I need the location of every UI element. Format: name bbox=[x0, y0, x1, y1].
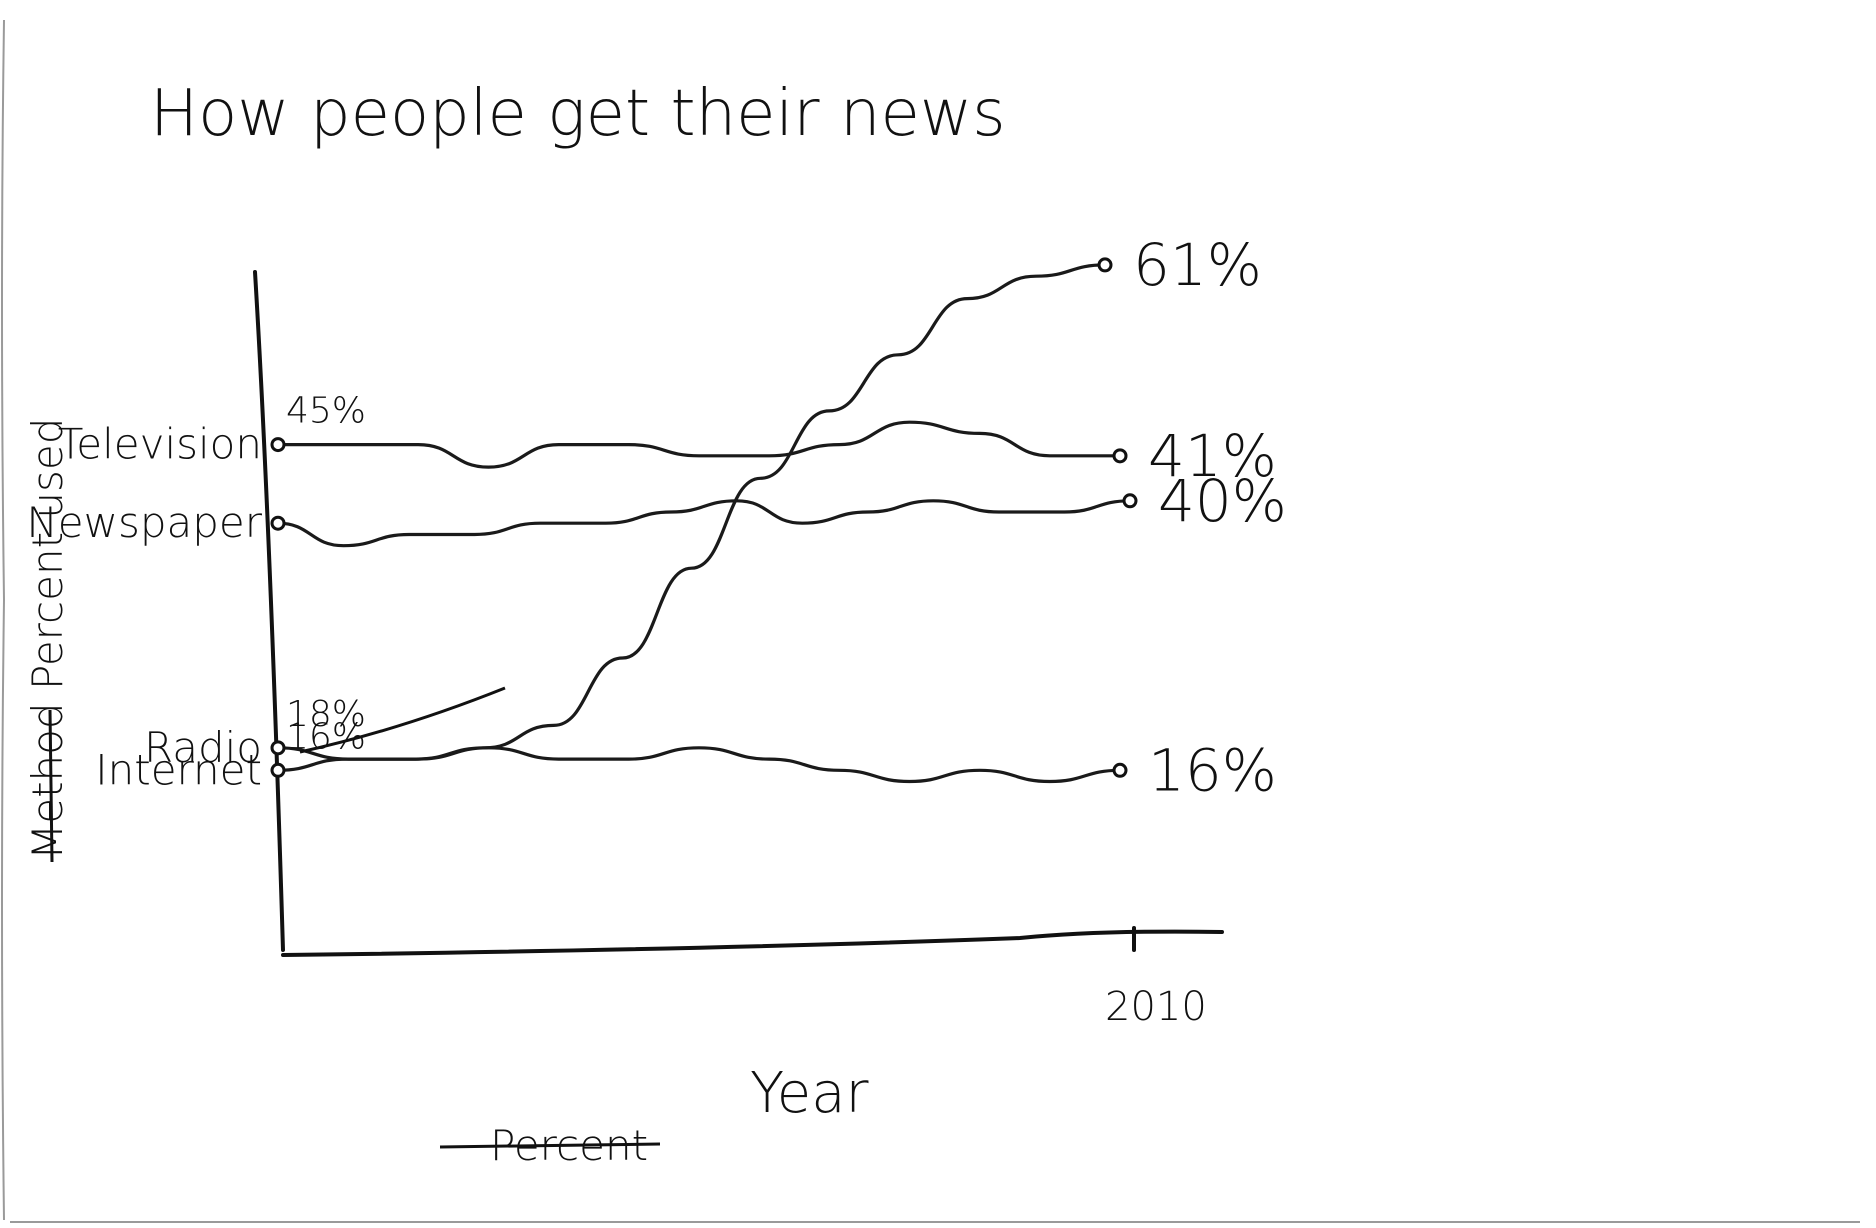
strike-line-x bbox=[439, 1142, 661, 1149]
y-axis-label-group: Method Percent used bbox=[23, 418, 72, 863]
x-axis-line bbox=[281, 929, 1224, 957]
series-line-internet bbox=[276, 263, 1107, 772]
paper-left-edge bbox=[1, 19, 6, 1221]
y-axis-struck-label: Method bbox=[23, 702, 72, 860]
end-value-label-internet: 61% bbox=[1133, 231, 1262, 299]
start-point-television bbox=[270, 437, 286, 453]
start-point-radio bbox=[270, 740, 286, 756]
chart-title: How people get their news bbox=[150, 77, 1006, 151]
start-point-newspaper bbox=[270, 515, 286, 531]
start-point-internet bbox=[270, 762, 286, 778]
end-value-label-television: 41% bbox=[1148, 422, 1277, 490]
series-line-television bbox=[276, 420, 1122, 469]
series-name-television: Television bbox=[58, 420, 262, 469]
end-value-label-newspaper: 40% bbox=[1158, 467, 1287, 535]
x-axis-label: Year bbox=[750, 1061, 869, 1126]
start-value-label-internet: 16% bbox=[286, 716, 366, 757]
plot-area bbox=[270, 257, 1138, 784]
series-line-radio bbox=[276, 746, 1122, 784]
y-axis-label: Percent used bbox=[23, 418, 72, 690]
x-axis-struck-label-group: Percent bbox=[439, 1121, 661, 1170]
strike-line-y bbox=[48, 709, 54, 863]
end-point-radio bbox=[1112, 762, 1128, 778]
start-value-label-television: 45% bbox=[286, 391, 366, 432]
start-value-label-radio: 18% bbox=[286, 694, 366, 735]
y-axis-line bbox=[253, 270, 285, 952]
end-value-label-radio: 16% bbox=[1148, 736, 1277, 804]
end-point-television bbox=[1112, 448, 1128, 464]
series-name-radio: Radio bbox=[144, 723, 262, 772]
internet-scribble-mark bbox=[299, 686, 506, 754]
end-point-internet bbox=[1097, 257, 1113, 273]
x-tick-label: 2010 bbox=[1105, 984, 1207, 1030]
end-point-newspaper bbox=[1122, 493, 1138, 509]
series-name-newspaper: Newspaper bbox=[26, 498, 262, 547]
series-line-newspaper bbox=[276, 499, 1132, 548]
series-name-internet: Internet bbox=[95, 745, 262, 794]
